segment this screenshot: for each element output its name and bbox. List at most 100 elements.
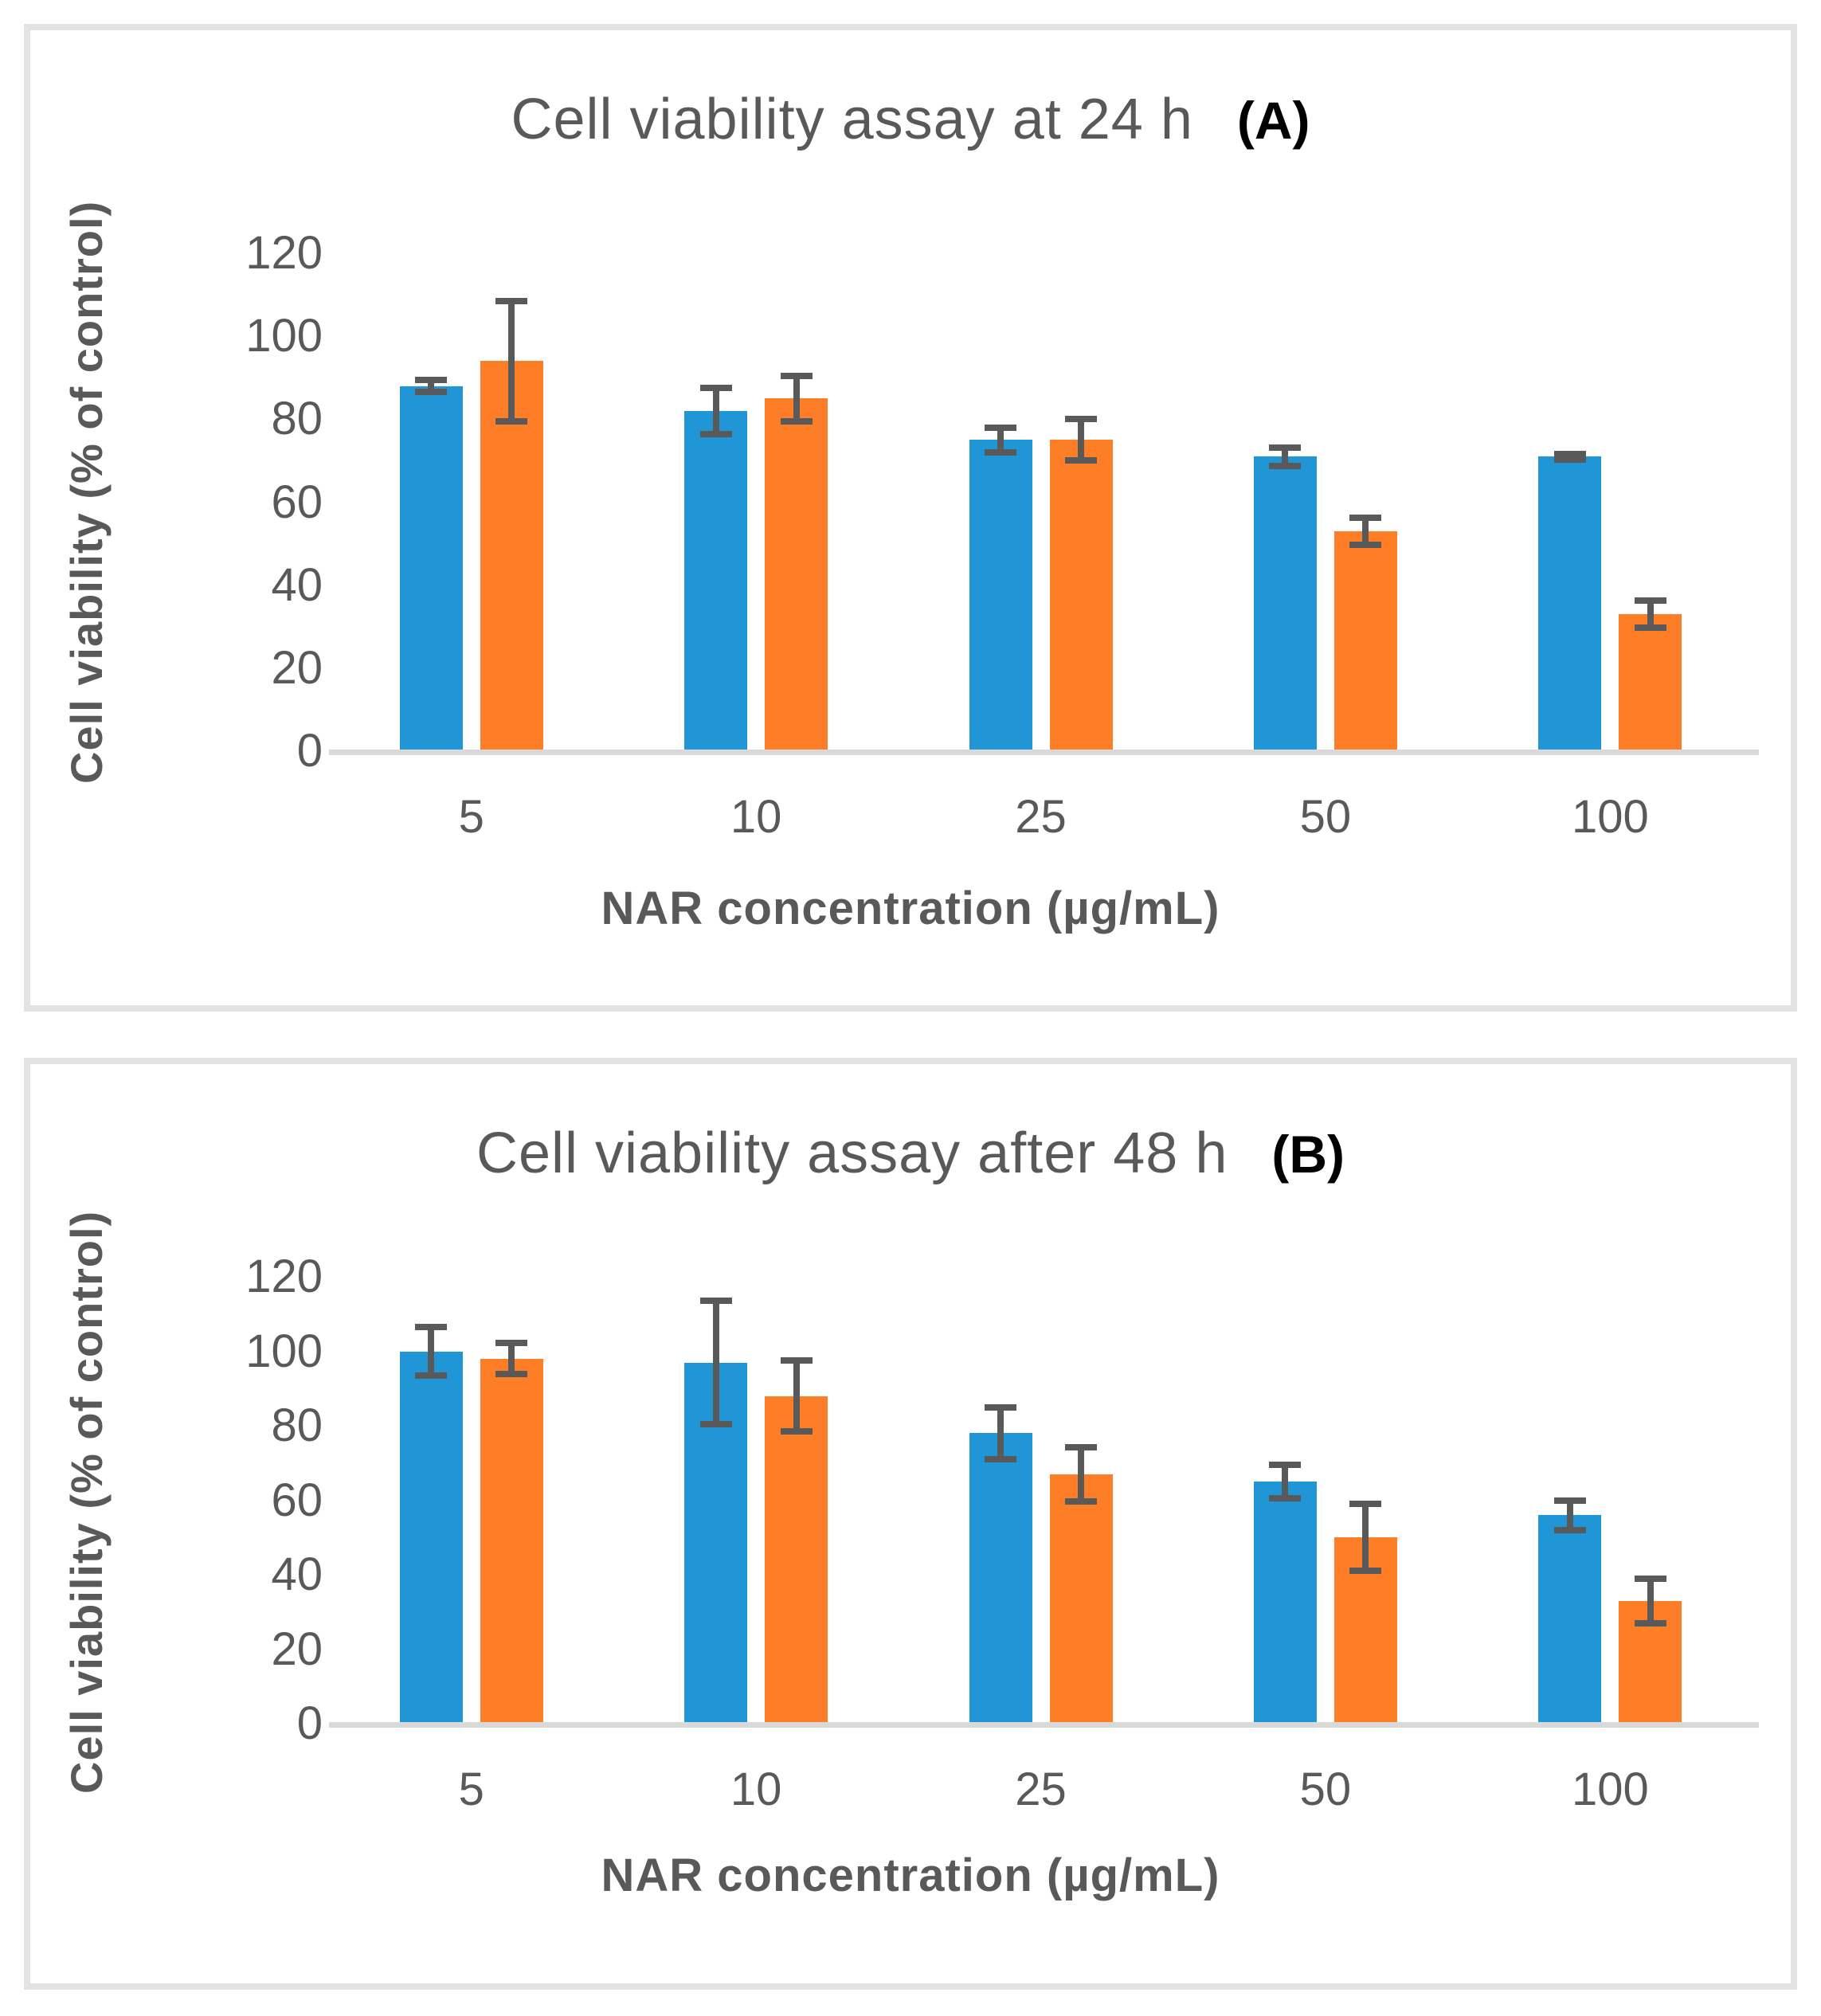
panel-b: Cell viability assay after 48 h (B) Cell… (24, 1058, 1797, 1990)
error-bar-cap (415, 1324, 448, 1331)
error-bar-line (793, 375, 800, 421)
x-tick-label: 100 (1571, 1764, 1649, 1815)
bar-orange-series-5 (480, 361, 543, 751)
error-bar-cap (699, 1420, 732, 1427)
bar-blue-series-25 (969, 440, 1032, 751)
error-bar-cap (985, 424, 1017, 431)
panel-letter-b: (B) (1271, 1125, 1345, 1184)
error-bar-cap (1065, 1497, 1098, 1505)
plot-area-a: 5 10 25 50 100 (329, 253, 1752, 840)
error-bar-cap (780, 1428, 813, 1435)
panel-letter-a: (A) (1236, 91, 1310, 150)
error-bar-line (793, 1360, 800, 1431)
x-axis-title-a: NAR concentration (µg/mL) (601, 883, 1220, 934)
error-bar-line (1078, 419, 1085, 461)
error-bar-cap (415, 1372, 448, 1379)
chart-title-b: Cell viability assay after 48 h (476, 1122, 1228, 1185)
error-bar-line (1566, 1500, 1573, 1530)
x-tick-label: 50 (1299, 1764, 1352, 1815)
bar-orange-series-5 (480, 1358, 543, 1724)
error-bar-cap (1269, 444, 1302, 451)
error-bar-line (997, 427, 1004, 452)
x-axis-line-a (329, 750, 1759, 755)
error-bar-cap (1634, 1575, 1666, 1582)
error-bar-cap (1634, 597, 1666, 604)
plot-area-b: 5 10 25 50 100 (329, 1277, 1752, 1813)
bar-blue-series-50 (1253, 456, 1317, 751)
bar-blue-series-10 (684, 410, 748, 751)
error-bar-cap (495, 1340, 528, 1347)
error-bar-cap (1349, 542, 1382, 549)
category-group-5: 5 (329, 1277, 613, 1813)
category-group-50: 50 (1183, 1277, 1467, 1813)
error-bar-line (997, 1407, 1004, 1460)
y-tick-label: 20 (271, 641, 323, 694)
error-bar-line (1362, 517, 1369, 546)
bar-blue-series-5 (399, 386, 463, 751)
error-bar-line (428, 379, 435, 393)
y-tick-label: 0 (296, 725, 323, 777)
bar-orange-series-50 (1333, 530, 1397, 751)
error-bar-cap (495, 417, 528, 425)
error-bar-line (1362, 1504, 1369, 1572)
error-bar-cap (699, 385, 732, 392)
y-tick-label: 60 (271, 1474, 323, 1526)
x-axis-title-b: NAR concentration (µg/mL) (601, 1850, 1220, 1901)
error-bar-cap (415, 376, 448, 383)
x-tick-label: 5 (458, 791, 484, 843)
error-bar-cap (1269, 1495, 1302, 1502)
error-bar-cap (985, 449, 1017, 456)
bar-orange-series-10 (765, 398, 828, 751)
error-bar-line (712, 388, 719, 434)
category-group-100: 100 (1468, 253, 1752, 840)
panel-a: Cell viability assay at 24 h (A) Cell vi… (24, 24, 1797, 1012)
bar-blue-series-100 (1538, 456, 1602, 751)
error-bar-cap (1349, 514, 1382, 521)
error-bar-cap (495, 1371, 528, 1378)
bar-blue-series-25 (969, 1433, 1032, 1724)
error-bar-line (1647, 1578, 1654, 1623)
error-bar-cap (780, 417, 813, 425)
y-tick-label: 120 (245, 227, 323, 279)
error-bar-line (1282, 447, 1289, 466)
error-bar-cap (1349, 1568, 1382, 1575)
y-tick-label: 100 (245, 310, 323, 362)
y-tick-label: 60 (271, 476, 323, 528)
category-group-50: 50 (1183, 253, 1467, 840)
chart-title-row-a: Cell viability assay at 24 h (A) (30, 86, 1791, 154)
error-bar-cap (985, 1456, 1017, 1463)
error-bar-cap (1065, 457, 1098, 464)
error-bar-cap (985, 1403, 1017, 1411)
error-bar-line (508, 1343, 515, 1375)
x-axis-line-b (329, 1722, 1759, 1728)
error-bar-cap (1553, 456, 1586, 463)
bar-orange-series-25 (1049, 1474, 1113, 1724)
error-bar-cap (1349, 1501, 1382, 1508)
bar-blue-series-50 (1253, 1482, 1317, 1724)
category-group-5: 5 (329, 253, 613, 840)
x-tick-label: 100 (1571, 791, 1649, 843)
error-bar-cap (699, 430, 732, 437)
category-group-10: 10 (613, 1277, 898, 1813)
x-tick-label: 25 (1015, 791, 1067, 843)
y-tick-label: 20 (271, 1623, 323, 1675)
y-tick-label: 120 (245, 1251, 323, 1302)
error-bar-cap (1269, 1462, 1302, 1469)
bar-orange-series-100 (1619, 614, 1682, 751)
error-bar-cap (495, 297, 528, 304)
error-bar-line (712, 1301, 719, 1424)
error-bar-line (508, 300, 515, 421)
category-group-100: 100 (1468, 1277, 1752, 1813)
y-tick-label: 80 (271, 393, 323, 445)
x-tick-label: 25 (1015, 1764, 1067, 1815)
error-bar-line (1647, 600, 1654, 628)
error-bar-cap (699, 1298, 732, 1305)
error-bar-line (1282, 1465, 1289, 1499)
bar-blue-series-100 (1538, 1515, 1602, 1724)
bar-orange-series-25 (1049, 440, 1113, 751)
error-bar-cap (1553, 450, 1586, 457)
error-bar-cap (1634, 1619, 1666, 1627)
error-bar-line (1078, 1446, 1085, 1501)
y-tick-label: 80 (271, 1399, 323, 1451)
y-tick-label: 0 (296, 1697, 323, 1749)
